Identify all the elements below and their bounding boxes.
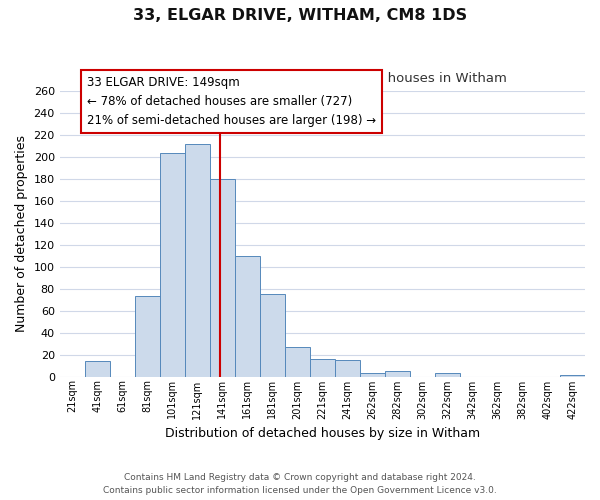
Bar	[335, 360, 360, 376]
Bar	[385, 371, 410, 376]
Bar	[435, 373, 460, 376]
Bar	[160, 154, 185, 376]
Bar	[85, 361, 110, 376]
Bar	[135, 296, 160, 376]
Bar	[310, 359, 335, 376]
Text: 33 ELGAR DRIVE: 149sqm
← 78% of detached houses are smaller (727)
21% of semi-de: 33 ELGAR DRIVE: 149sqm ← 78% of detached…	[87, 76, 376, 128]
X-axis label: Distribution of detached houses by size in Witham: Distribution of detached houses by size …	[165, 427, 480, 440]
Y-axis label: Number of detached properties: Number of detached properties	[15, 135, 28, 332]
Title: Size of property relative to detached houses in Witham: Size of property relative to detached ho…	[138, 72, 507, 86]
Text: 33, ELGAR DRIVE, WITHAM, CM8 1DS: 33, ELGAR DRIVE, WITHAM, CM8 1DS	[133, 8, 467, 22]
Bar	[210, 178, 235, 376]
Bar	[260, 294, 285, 376]
Bar	[235, 256, 260, 376]
Bar	[285, 347, 310, 376]
Bar	[360, 373, 385, 376]
Bar	[185, 144, 210, 376]
Text: Contains HM Land Registry data © Crown copyright and database right 2024.
Contai: Contains HM Land Registry data © Crown c…	[103, 474, 497, 495]
